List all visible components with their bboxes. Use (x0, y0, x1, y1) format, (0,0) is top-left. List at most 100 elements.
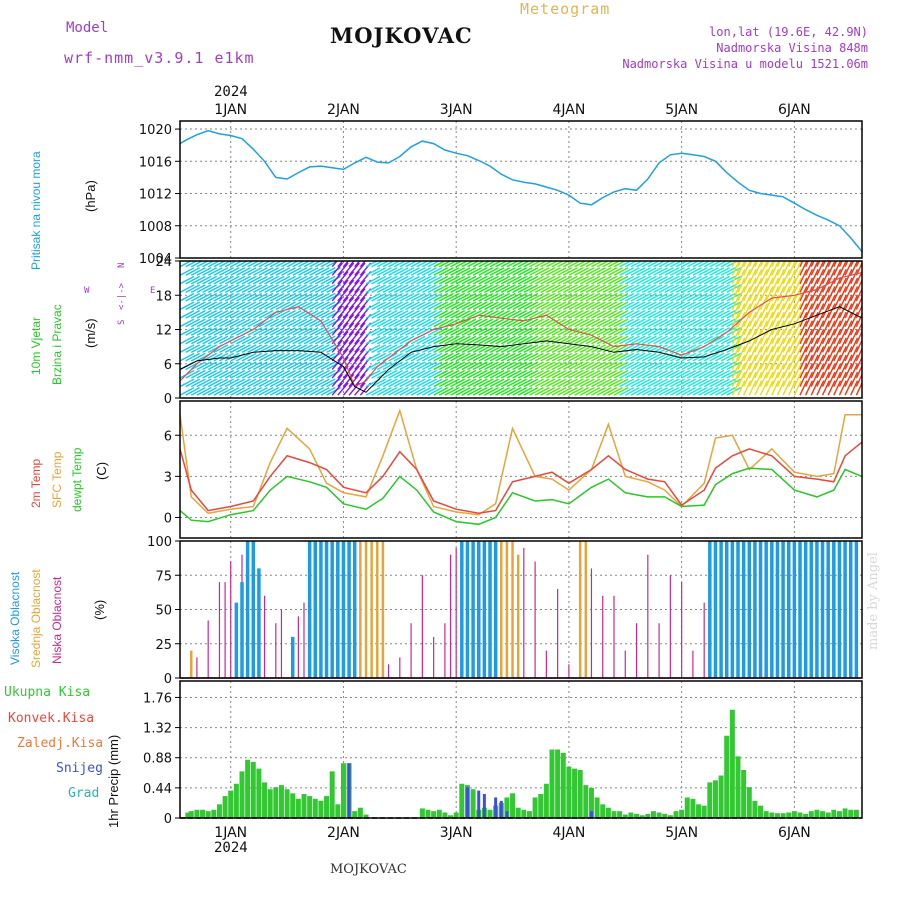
wind-barb-1096 (562, 318, 578, 328)
wind-barb-1433 (681, 309, 697, 319)
wind-barb-302 (281, 267, 296, 276)
wind-barb-65 (202, 378, 218, 388)
wind-barb-1757 (793, 269, 802, 285)
wind-barb-241 (264, 378, 280, 388)
wind-barb-1322 (641, 301, 657, 311)
wind-barb-738 (438, 369, 454, 379)
wind-barb-1398 (670, 335, 685, 345)
wind-barb-1869 (833, 269, 842, 285)
wind-barb-1356 (653, 284, 668, 294)
wind-barb-1283 (630, 361, 646, 371)
wind-barb-1126 (574, 335, 590, 345)
wind-barb-1686 (771, 328, 780, 345)
wind-barb-1761 (799, 371, 808, 387)
wind-barb-358 (303, 335, 319, 345)
wind-barb-1349 (653, 344, 668, 353)
wind-barb-1112 (568, 318, 584, 328)
wind-barb-660 (410, 352, 426, 362)
wind-barb-1015 (534, 327, 550, 336)
wind-barb-1850 (827, 294, 836, 310)
wind-barb-1673 (765, 303, 774, 319)
wind-barb-1145 (579, 309, 595, 319)
wind-barb-1274 (624, 301, 640, 311)
wind-barb-317 (286, 275, 302, 285)
wind-barb-69 (202, 344, 218, 353)
wind-barb-1835 (821, 286, 830, 302)
wind-barb-1731 (788, 354, 797, 370)
wind-barb-1843 (827, 354, 836, 370)
wind-barb-1245 (613, 275, 629, 285)
wind-barb-1663 (759, 261, 764, 268)
wind-barb-194 (247, 369, 263, 379)
wind-barb-1798 (810, 328, 819, 345)
wind-barb-1101 (562, 275, 578, 285)
wind-barb-286 (275, 267, 291, 276)
wind-barb-61 (196, 275, 212, 285)
wind-barb-1425 (681, 378, 697, 388)
wind-barb-740 (438, 352, 454, 362)
temp-ylabel-3: dewpt Temp (70, 447, 84, 512)
wind-barb-351 (298, 261, 311, 268)
wind-barb-165 (236, 344, 251, 353)
wind-barb-1596 (737, 277, 746, 293)
wind-barb-1025 (540, 378, 556, 388)
wind-barb-72 (202, 318, 218, 328)
wind-barb-23 (185, 327, 201, 336)
wind-barb-236 (258, 284, 274, 294)
wind-barb-891 (489, 292, 505, 302)
wind-barb-215 (252, 327, 268, 336)
wind-barb-767 (444, 261, 458, 268)
wind-barb-374 (309, 335, 325, 345)
wind-barb-272 (275, 387, 291, 396)
wind-barb-1675 (765, 286, 774, 302)
wind-barb-1171 (591, 361, 606, 371)
wind-barb-501 (354, 339, 366, 353)
wind-barb-112 (219, 387, 234, 396)
ytick-label-1-2: 12 (155, 324, 172, 339)
wind-barb-450 (337, 365, 349, 379)
wind-barb-151 (230, 327, 246, 336)
wind-barb-363 (303, 292, 319, 302)
wind-barb-284 (275, 284, 291, 294)
wind-barb-996 (529, 352, 544, 362)
wind-barb-779 (450, 292, 466, 302)
wind-barb-863 (478, 261, 491, 268)
wind-barb-1320 (641, 318, 657, 328)
wind-barb-1097 (562, 309, 578, 319)
wind-barb-1038 (540, 267, 556, 276)
wind-barb-546 (371, 369, 387, 379)
wind-barb-142 (224, 267, 240, 276)
wind-barb-1041 (546, 378, 561, 388)
wind-barb-943 (506, 261, 520, 268)
wind-barb-1487 (698, 261, 711, 268)
wind-barb-915 (500, 361, 516, 371)
wind-barb-1133 (574, 275, 590, 285)
wind-barb-1783 (805, 320, 814, 336)
wind-barb-847 (472, 261, 486, 268)
wind-barb-1077 (557, 344, 573, 353)
wind-barb-1724 (782, 277, 791, 293)
pressure-line (179, 129, 863, 253)
wind-barb-697 (422, 309, 437, 319)
wind-barb-978 (523, 369, 539, 379)
wind-barb-868 (484, 352, 499, 362)
wind-barb-1745 (793, 371, 802, 387)
wind-barb-1311 (636, 261, 649, 268)
wind-barb-1037 (540, 275, 556, 285)
wind-barb-1334 (647, 335, 663, 345)
wind-barb-1585 (737, 371, 746, 387)
wind-barb-1728 (788, 380, 797, 396)
wind-barb-1036 (540, 284, 556, 294)
wind-barb-227 (258, 361, 274, 371)
wind-barb-1404 (670, 284, 685, 294)
wind-barb-560 (376, 387, 392, 396)
wind-barb-1892 (844, 346, 853, 362)
wind-barb-1120 (574, 387, 590, 396)
wind-barb-295 (281, 327, 296, 336)
wind-barb-531 (365, 361, 381, 371)
wind-barb-1307 (636, 292, 652, 302)
wind-barb-716 (427, 284, 443, 294)
wind-barb-234 (258, 301, 274, 311)
legend-snijeg: Snijeg (56, 761, 103, 776)
wind-barb-1353 (653, 309, 668, 319)
